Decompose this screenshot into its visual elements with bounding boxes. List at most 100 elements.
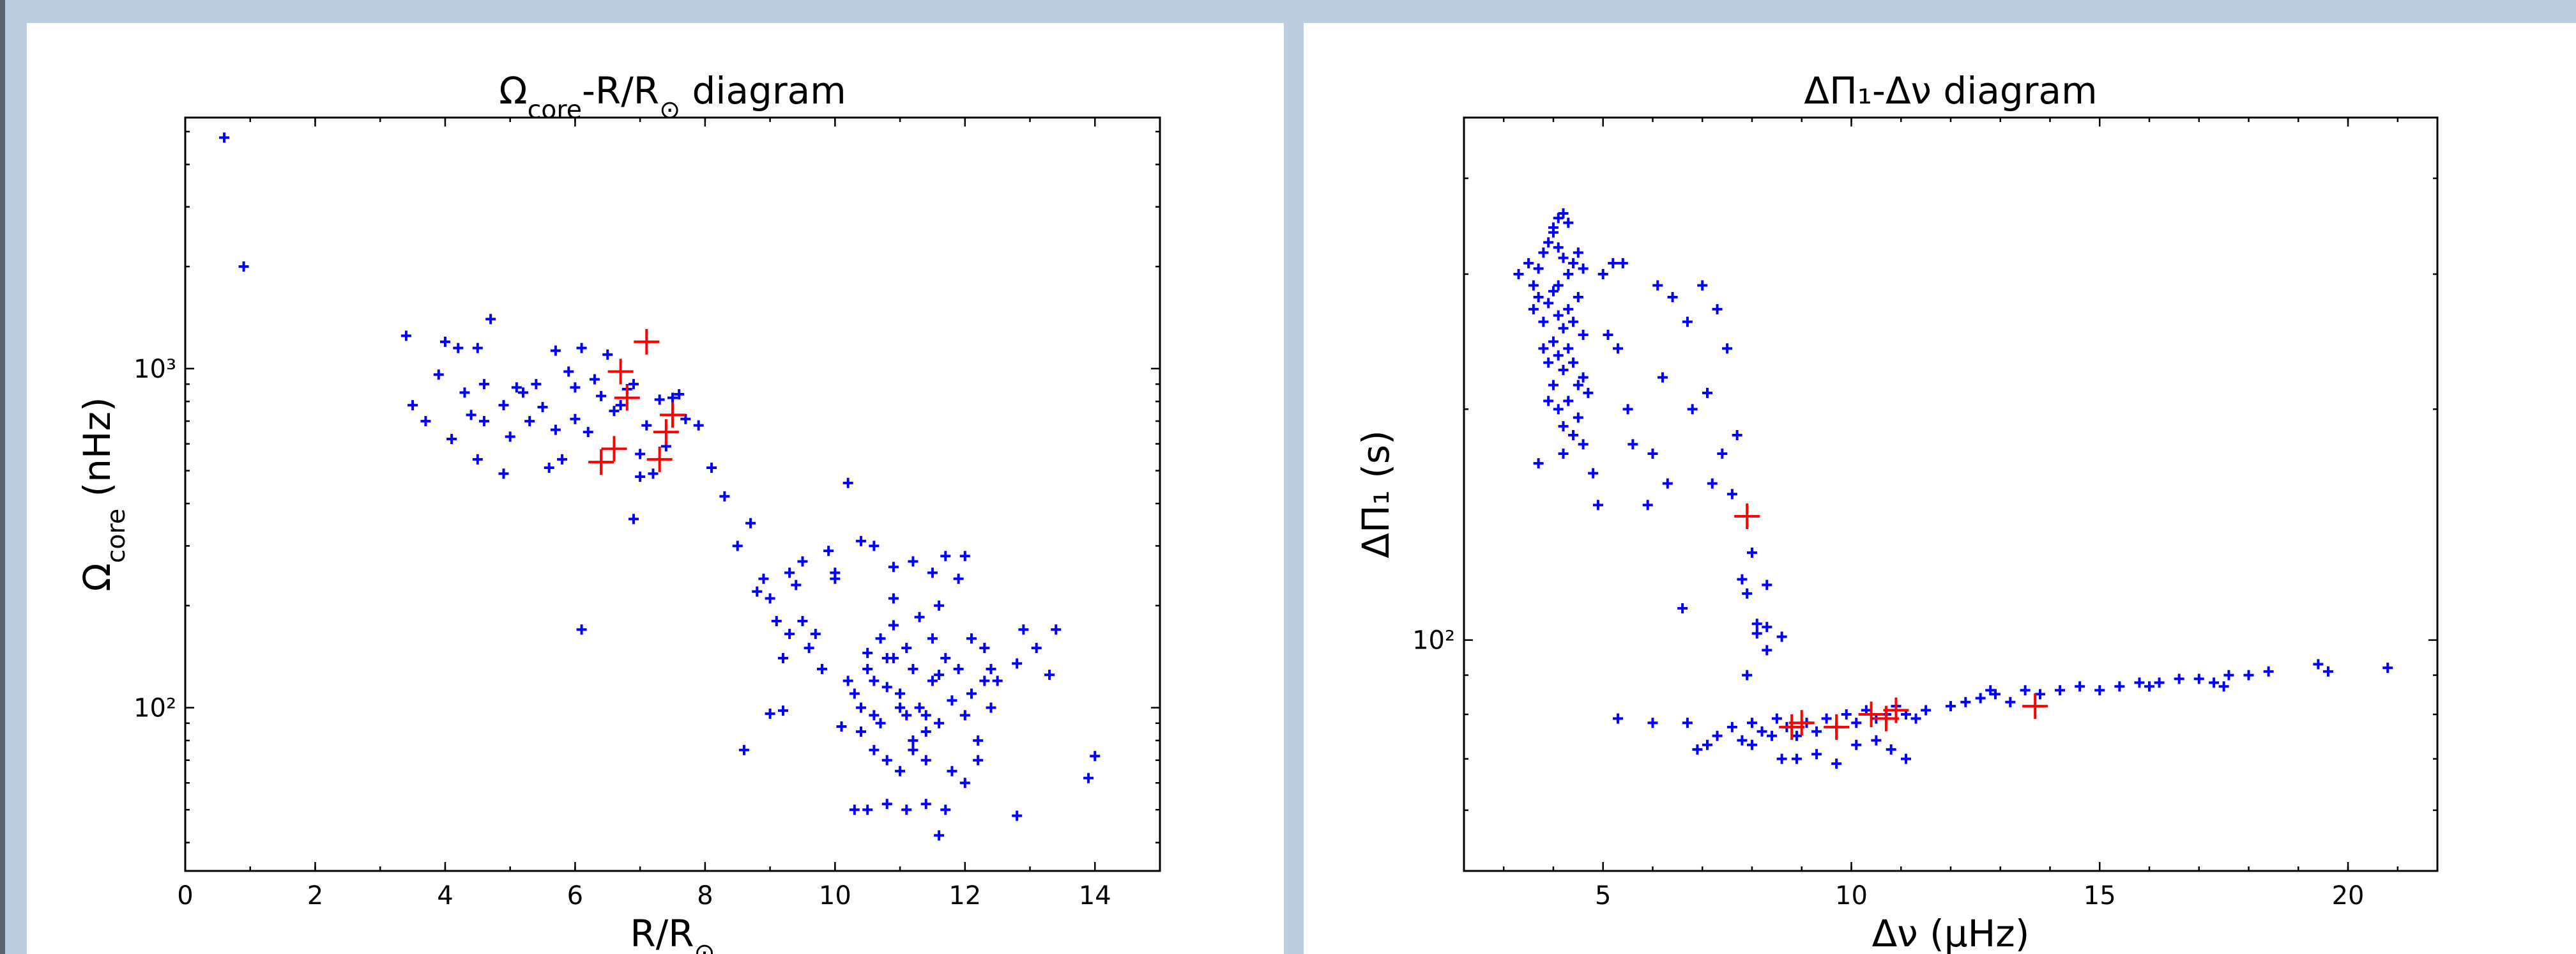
data-point-blue (1811, 726, 1822, 737)
data-point-blue (1771, 713, 1782, 724)
data-point-blue (680, 413, 691, 424)
data-point-red (1734, 503, 1760, 529)
data-point-blue (959, 710, 970, 721)
data-point-blue (784, 567, 795, 578)
data-point-blue (1677, 603, 1688, 613)
plot-frame (1463, 116, 2439, 872)
data-point-blue (862, 664, 873, 675)
data-point-blue (927, 675, 938, 686)
data-point-blue (1886, 744, 1896, 755)
data-point-blue (557, 454, 568, 465)
data-point-blue (1538, 343, 1549, 354)
data-point-blue (537, 402, 548, 413)
data-point-blue (920, 755, 931, 766)
chart-title: Ωcore-R/R⊙ diagram (499, 69, 846, 125)
data-point-blue (1558, 252, 1569, 263)
data-point-blue (881, 755, 892, 766)
data-point-blue (583, 427, 593, 438)
x-tick-label: 2 (307, 881, 323, 911)
x-tick-label: 10 (819, 881, 851, 911)
data-point-blue (940, 652, 951, 663)
data-point-blue (914, 612, 925, 622)
data-point-blue (1573, 412, 1583, 423)
data-point-blue (1692, 744, 1703, 755)
chart-panel-left: Ωcore-R/R⊙ diagram 0 2 4 6 8 10 12 14 10² 10³ R/R⊙ Ω… (27, 23, 1284, 954)
data-point-blue (1791, 730, 1802, 741)
data-point-blue (420, 416, 431, 427)
data-point-blue (2313, 659, 2324, 670)
data-point-blue (1548, 336, 1559, 347)
data-point-blue (446, 434, 457, 445)
data-point-blue (2134, 677, 2145, 688)
y-axis-label: Ωcore (nHz) (75, 397, 131, 591)
data-point-blue (888, 562, 899, 573)
data-point-blue (1553, 404, 1564, 415)
data-point-blue (1573, 247, 1583, 258)
data-point-blue (1652, 280, 1663, 291)
data-point-blue (1538, 316, 1549, 327)
data-point-blue (1568, 316, 1579, 327)
data-point-blue (869, 710, 880, 721)
data-point-blue (895, 766, 906, 776)
data-point-blue (1841, 709, 1852, 719)
data-point-blue (804, 643, 814, 654)
data-point-blue (466, 410, 476, 420)
data-point-blue (219, 132, 230, 143)
data-point-red (653, 419, 679, 445)
data-point-blue (810, 629, 821, 640)
data-point-blue (1592, 500, 1603, 511)
chart-right-svg: ΔΠ₁-Δν diagram 5 10 15 20 10² Δν (μHz) ΔΠ₁ (s) (1354, 69, 2439, 954)
data-point-blue (472, 454, 483, 465)
data-point-blue (2154, 677, 2165, 688)
data-point-blue (934, 718, 945, 728)
data-point-blue (1647, 718, 1658, 728)
data-point-blue (940, 804, 951, 815)
data-point-blue (1603, 330, 1613, 341)
data-point-blue (830, 573, 841, 584)
data-point-blue (505, 431, 515, 442)
x-tick-label: 4 (437, 881, 453, 911)
data-point-blue (1791, 753, 1802, 764)
window-left-edge (0, 0, 5, 954)
data-point-blue (2094, 685, 2105, 696)
chart-panel-right: ΔΠ₁-Δν diagram 5 10 15 20 10² Δν (μHz) ΔΠ₁ (s) (1304, 23, 2576, 954)
data-point-blue (881, 799, 892, 810)
data-point-blue (1702, 739, 1712, 750)
data-point-blue (1543, 357, 1554, 368)
data-point-blue (1558, 323, 1569, 334)
x-tick-label: 20 (2332, 881, 2365, 911)
data-point-blue (1573, 380, 1583, 390)
data-point-blue (901, 710, 912, 721)
data-point-blue (908, 556, 918, 567)
data-point-blue (2075, 681, 2085, 692)
data-point-blue (1821, 713, 1832, 724)
data-point-blue (797, 556, 808, 567)
y-axis-label: ΔΠ₁ (s) (1354, 430, 1398, 558)
data-point-blue (576, 624, 587, 635)
data-point-blue (979, 643, 990, 654)
data-point-blue (1578, 372, 1589, 383)
data-point-red (1788, 710, 1815, 736)
data-point-blue (1563, 396, 1574, 406)
data-point-blue (895, 702, 906, 713)
data-point-blue (1726, 721, 1737, 732)
data-point-blue (869, 675, 880, 686)
data-point-blue (1533, 291, 1544, 302)
data-point-blue (849, 804, 860, 815)
data-point-blue (1901, 753, 1912, 764)
data-point-blue (777, 705, 788, 716)
data-point-blue (738, 744, 749, 755)
data-point-blue (2144, 681, 2155, 692)
x-tick-label: 14 (1079, 881, 1111, 911)
data-point-blue (667, 392, 678, 403)
data-point-blue (1568, 357, 1579, 368)
data-point-blue (816, 664, 827, 675)
data-point-blue (1751, 628, 1762, 639)
data-point-blue (648, 468, 659, 479)
data-point-blue (2114, 681, 2125, 692)
data-point-blue (888, 593, 899, 604)
data-point-blue (472, 342, 483, 353)
data-point-blue (959, 551, 970, 562)
data-point-blue (979, 675, 990, 686)
data-point-blue (654, 394, 665, 405)
